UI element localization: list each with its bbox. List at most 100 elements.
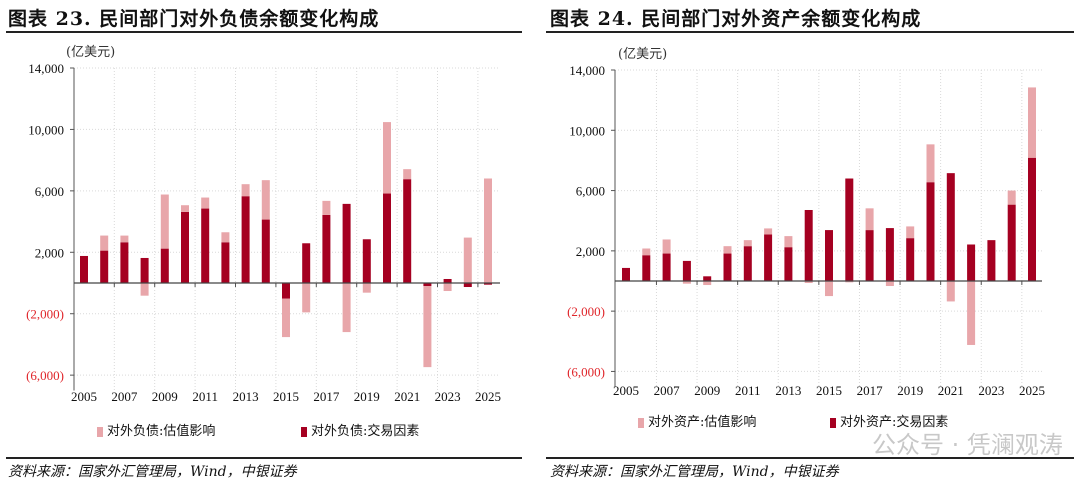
y-tick-label: 10,000 xyxy=(569,123,605,138)
bar-valuation-2006 xyxy=(642,248,651,256)
bar-valuation-2017 xyxy=(322,200,331,215)
x-tick-label: 2007 xyxy=(111,389,138,404)
legend-label: 对外负债:交易因素 xyxy=(311,424,420,439)
bar-transaction-2009 xyxy=(160,248,169,283)
bar-transaction-2013 xyxy=(241,196,250,283)
bar-valuation-2009 xyxy=(160,194,169,249)
bar-transaction-2008 xyxy=(140,257,149,283)
x-tick-label: 2011 xyxy=(735,383,761,398)
bar-valuation-2022 xyxy=(967,281,976,345)
legend-swatch xyxy=(830,417,836,428)
legend-label: 对外资产:估值影响 xyxy=(648,415,757,430)
chart-title-right: 图表 24. 民间部门对外资产余额变化构成 xyxy=(550,8,922,30)
title-divider-left xyxy=(6,31,522,33)
bar-valuation-2012 xyxy=(764,228,773,235)
y-tick-label: 14,000 xyxy=(569,63,605,78)
bar-transaction-2015 xyxy=(282,283,290,299)
bar-valuation-2024 xyxy=(463,237,472,283)
bar-valuation-2013 xyxy=(784,236,793,248)
x-tick-label: 2025 xyxy=(1019,383,1045,398)
y-tick-label: 6,000 xyxy=(35,184,64,199)
bar-valuation-2019 xyxy=(362,283,371,293)
x-tick-label: 2015 xyxy=(273,389,299,404)
bar-valuation-2018 xyxy=(885,281,894,287)
bar-transaction-2016 xyxy=(302,243,311,283)
bar-transaction-2018 xyxy=(885,228,894,281)
bar-transaction-2011 xyxy=(201,208,210,283)
bar-transaction-2010 xyxy=(181,211,189,283)
bar-valuation-2008 xyxy=(682,281,691,284)
bar-valuation-2023 xyxy=(443,283,452,292)
y-tick-label: (6,000) xyxy=(26,368,64,383)
bar-transaction-2015 xyxy=(825,230,833,281)
y-tick-label: 2,000 xyxy=(576,244,605,259)
bar-transaction-2023 xyxy=(987,240,996,281)
bar-valuation-2010 xyxy=(723,246,732,254)
x-tick-label: 2017 xyxy=(857,383,884,398)
x-tick-label: 2021 xyxy=(938,383,964,398)
bar-transaction-2022 xyxy=(967,244,976,281)
bar-valuation-2011 xyxy=(201,197,210,209)
y-axis-unit: (亿美元) xyxy=(618,47,667,62)
bar-transaction-2024 xyxy=(463,283,472,288)
bar-transaction-2023 xyxy=(443,278,452,283)
bar-valuation-2021 xyxy=(403,169,412,180)
bar-transaction-2016 xyxy=(845,178,854,281)
legend-label: 对外资产:交易因素 xyxy=(840,415,949,430)
footer-divider-right xyxy=(546,457,1074,459)
legend-swatch xyxy=(638,417,644,428)
bar-valuation-2016 xyxy=(845,281,854,283)
bar-valuation-2025 xyxy=(1028,87,1036,158)
x-tick-label: 2011 xyxy=(192,389,218,404)
bar-transaction-2007 xyxy=(120,242,129,283)
bar-transaction-2014 xyxy=(261,219,270,283)
legend-swatch xyxy=(97,426,103,437)
x-tick-label: 2017 xyxy=(313,389,340,404)
bar-transaction-2021 xyxy=(946,173,955,281)
bar-transaction-2017 xyxy=(322,214,331,283)
bar-transaction-2019 xyxy=(362,239,371,283)
x-tick-label: 2023 xyxy=(435,389,461,404)
bar-valuation-2019 xyxy=(906,226,915,239)
bar-transaction-2019 xyxy=(906,238,915,281)
y-tick-label: (2,000) xyxy=(26,307,64,322)
legend-swatch xyxy=(301,426,307,437)
bar-transaction-2025 xyxy=(1028,157,1036,281)
bar-valuation-2015 xyxy=(825,281,833,297)
bar-transaction-2017 xyxy=(865,230,874,281)
y-tick-label: 2,000 xyxy=(35,245,64,260)
bar-valuation-2014 xyxy=(261,180,270,220)
bar-transaction-2013 xyxy=(784,247,793,281)
bar-transaction-2007 xyxy=(662,253,671,281)
legend-item-left-transaction: 对外负债:交易因素 xyxy=(301,424,419,439)
x-tick-label: 2025 xyxy=(475,389,501,404)
x-tick-label: 2019 xyxy=(354,389,380,404)
bar-transaction-2021 xyxy=(403,179,412,283)
y-tick-label: (2,000) xyxy=(567,304,605,319)
bar-valuation-2007 xyxy=(120,235,129,243)
bar-transaction-2005 xyxy=(622,267,630,281)
bar-valuation-2014 xyxy=(804,281,813,284)
x-tick-label: 2009 xyxy=(152,389,178,404)
legend-item-right-transaction: 对外资产:交易因素 xyxy=(830,415,948,430)
bar-valuation-2021 xyxy=(946,281,955,302)
bar-transaction-2020 xyxy=(383,193,391,283)
bar-transaction-2011 xyxy=(743,246,752,281)
title-divider-right xyxy=(546,31,1074,33)
x-tick-label: 2005 xyxy=(71,389,97,404)
bar-valuation-2012 xyxy=(221,232,230,243)
bar-valuation-2009 xyxy=(703,281,712,286)
x-tick-label: 2013 xyxy=(233,389,259,404)
bar-valuation-2024 xyxy=(1007,190,1016,205)
bar-transaction-2022 xyxy=(423,283,432,287)
bar-valuation-2006 xyxy=(100,235,109,251)
x-tick-label: 2013 xyxy=(775,383,801,398)
bar-transaction-2006 xyxy=(642,255,651,281)
y-tick-label: 14,000 xyxy=(28,61,64,76)
x-tick-label: 2015 xyxy=(816,383,842,398)
bar-valuation-2010 xyxy=(181,205,189,212)
x-tick-label: 2009 xyxy=(694,383,720,398)
y-tick-label: 6,000 xyxy=(576,184,605,199)
bar-transaction-2008 xyxy=(682,260,691,281)
bar-transaction-2024 xyxy=(1007,204,1016,281)
